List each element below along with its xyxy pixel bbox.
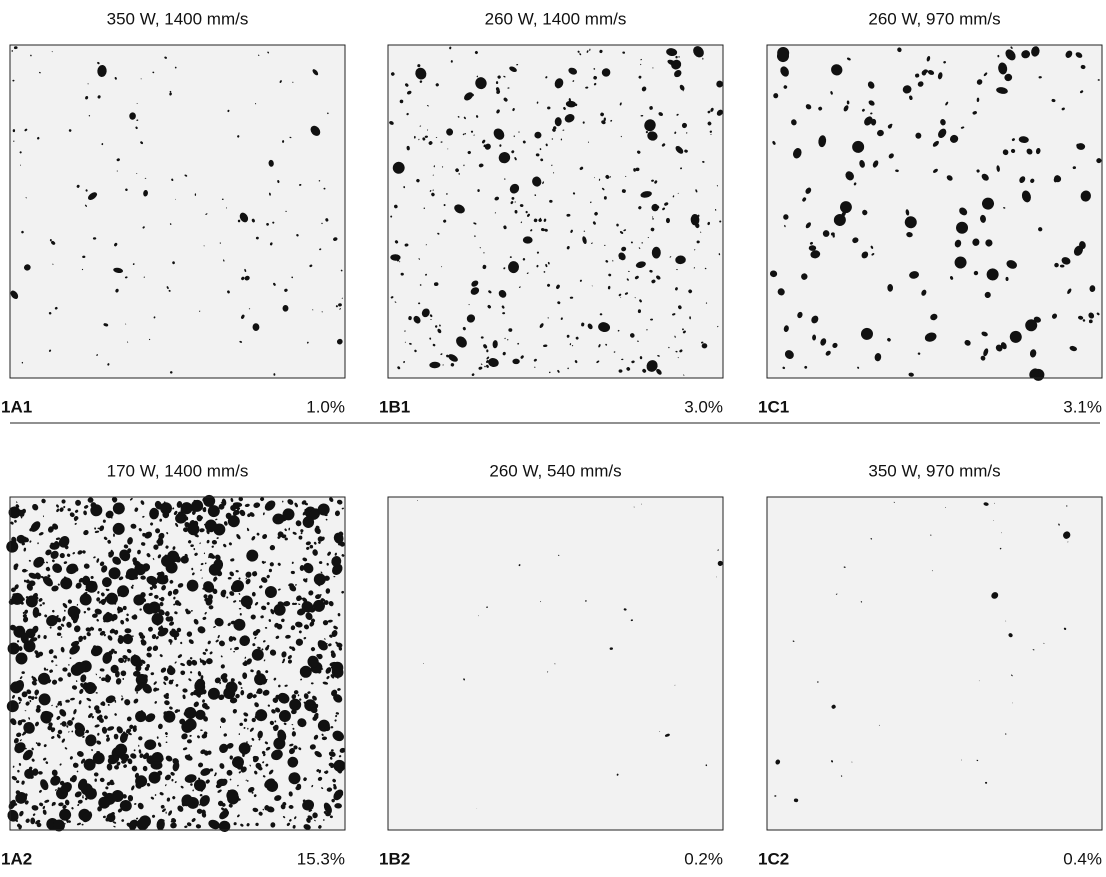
micrograph <box>9 45 345 378</box>
pore <box>555 117 562 126</box>
pore <box>915 133 921 139</box>
pore <box>38 771 43 775</box>
micrograph-background <box>767 45 1102 378</box>
pore <box>523 236 533 243</box>
pore <box>238 220 240 223</box>
sample-label: 1B2 <box>379 849 410 868</box>
pore <box>511 197 514 200</box>
sample-label: 1A1 <box>1 397 32 416</box>
pore <box>496 81 498 84</box>
pore <box>809 245 816 251</box>
micrograph-background <box>388 45 723 378</box>
panel-title: 260 W, 540 mm/s <box>489 461 621 480</box>
micrograph <box>767 497 1102 830</box>
sample-label: 1C1 <box>758 397 789 416</box>
micrograph <box>4 493 346 834</box>
pore <box>180 670 185 675</box>
porosity-value: 3.0% <box>684 397 723 416</box>
panel-title: 350 W, 1400 mm/s <box>107 9 249 28</box>
panel-title: 350 W, 970 mm/s <box>868 461 1000 480</box>
panel-title: 260 W, 970 mm/s <box>868 9 1000 28</box>
sample-label: 1A2 <box>1 849 32 868</box>
pore <box>1098 79 1100 81</box>
micrograph <box>388 44 724 378</box>
pore <box>314 573 326 585</box>
sample-label: 1B1 <box>379 397 410 416</box>
porosity-value: 0.4% <box>1063 849 1102 868</box>
pore <box>29 580 36 586</box>
pore <box>117 170 118 171</box>
porosity-value: 0.2% <box>684 849 723 868</box>
pore <box>666 218 670 223</box>
pore <box>600 313 603 315</box>
pore <box>272 222 274 224</box>
micrograph-background <box>388 497 723 830</box>
panel-title: 170 W, 1400 mm/s <box>107 461 249 480</box>
pore <box>716 81 723 88</box>
porosity-value: 15.3% <box>297 849 345 868</box>
pore <box>28 696 32 699</box>
pore <box>512 359 519 365</box>
porosity-value: 3.1% <box>1063 397 1102 416</box>
panel-title: 260 W, 1400 mm/s <box>485 9 627 28</box>
pore <box>679 56 680 58</box>
porosity-value: 1.0% <box>306 397 345 416</box>
micrograph-background <box>10 45 345 378</box>
micrograph-background <box>767 497 1102 830</box>
micrograph <box>767 45 1102 383</box>
sample-label: 1C2 <box>758 849 789 868</box>
pore <box>114 734 119 740</box>
micrograph <box>388 497 724 830</box>
